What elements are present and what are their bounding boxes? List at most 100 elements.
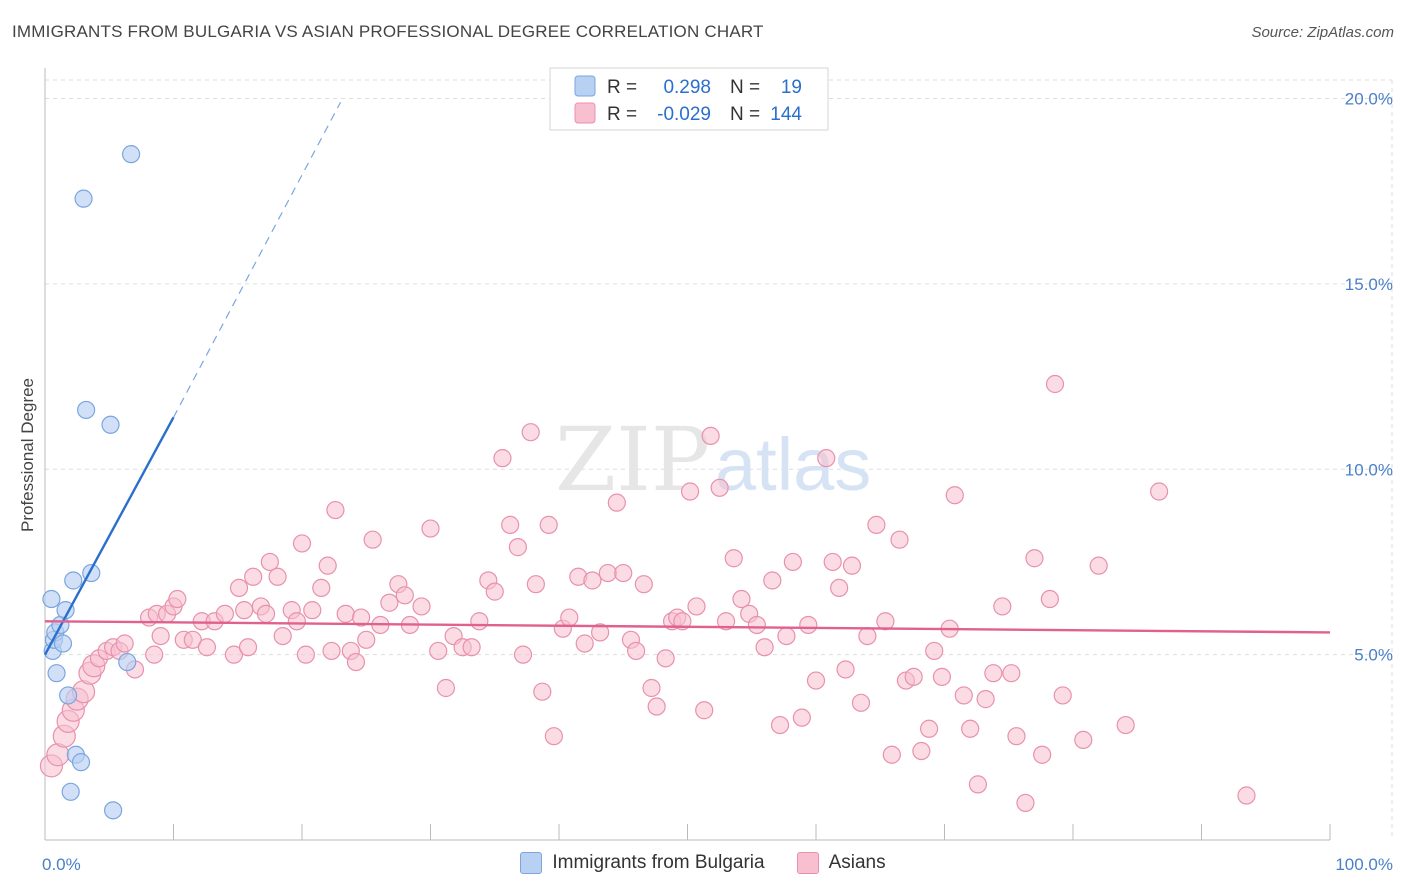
bulgaria-point-18 (118, 652, 137, 672)
asians-point-108 (777, 626, 796, 646)
bulgaria-point-9 (61, 782, 80, 801)
asians-point-52 (363, 530, 382, 549)
asians-point-88 (634, 575, 653, 594)
legend-r-label-1: R = (607, 77, 637, 98)
asians-point-76 (544, 727, 563, 746)
legend-n-value-2: 144 (770, 104, 802, 125)
asians-point-32 (244, 567, 263, 586)
asians-point-84 (607, 493, 626, 512)
source-label: Source: ZipAtlas.com (1251, 24, 1394, 41)
asians-point-69 (501, 515, 520, 534)
asians-point-68 (493, 449, 512, 468)
asians-point-60 (429, 641, 448, 661)
x-tick-label-1: 100.0% (1335, 855, 1393, 874)
asians-point-29 (229, 578, 249, 598)
y-axis-label: Professional Degree (18, 378, 37, 532)
legend-r-value-1: 0.298 (663, 77, 711, 98)
asians-point-131 (945, 486, 964, 505)
asians-point-85 (614, 563, 633, 583)
legend: R = 0.298 N = 19 R = -0.029 N = 144 (549, 67, 829, 131)
asians-point-99 (710, 478, 729, 497)
y-tick-label-3: 20.0% (1345, 90, 1393, 109)
legend-box (549, 67, 829, 131)
asians-point-71 (513, 645, 533, 664)
asians-point-98 (701, 426, 720, 446)
bulgaria-point-4 (47, 664, 66, 683)
asians-point-119 (858, 626, 877, 646)
asians-point-74 (533, 682, 552, 701)
asians-point-115 (830, 578, 849, 598)
asians-point-96 (687, 597, 706, 616)
asians-point-81 (583, 571, 602, 590)
asians-points (39, 374, 1256, 813)
asians-point-120 (867, 515, 886, 534)
asians-point-34 (256, 604, 276, 623)
asians-point-75 (539, 515, 558, 534)
asians-point-45 (322, 641, 341, 661)
asians-point-149 (1149, 482, 1169, 501)
asians-point-122 (882, 745, 901, 764)
bulgaria-point-12 (71, 753, 91, 772)
bottom-legend-item-bulgaria: Immigrants from Bulgaria (520, 852, 765, 874)
asians-point-144 (1045, 374, 1065, 394)
watermark-atlas: atlas (715, 423, 871, 506)
bottom-legend-swatch-blue (520, 852, 543, 874)
asians-point-110 (792, 708, 811, 727)
asians-point-70 (508, 538, 527, 557)
bulgaria-point-14 (77, 400, 96, 420)
asians-point-118 (851, 693, 871, 712)
asians-point-23 (183, 630, 202, 649)
legend-swatch-pink (574, 102, 596, 124)
asians-point-100 (716, 612, 736, 631)
bottom-legend-swatch-pink (796, 852, 819, 874)
bulgaria-points (42, 145, 141, 820)
asians-point-40 (292, 534, 312, 553)
asians-point-105 (755, 638, 774, 657)
asians-point-13 (115, 634, 134, 653)
asians-point-102 (732, 589, 751, 609)
bulgaria-point-6 (53, 634, 73, 653)
asians-point-121 (876, 612, 895, 631)
asians-point-30 (235, 601, 254, 620)
asians-point-107 (770, 715, 790, 735)
asians-point-136 (984, 664, 1003, 683)
asians-point-41 (296, 645, 315, 664)
asians-point-91 (656, 649, 675, 668)
asians-point-72 (521, 423, 540, 442)
asians-point-126 (912, 741, 931, 761)
asians-point-113 (817, 449, 836, 468)
asians-point-138 (1002, 664, 1021, 683)
asians-point-39 (287, 612, 306, 631)
asians-point-31 (238, 638, 258, 657)
axes (44, 68, 1331, 841)
asians-point-101 (724, 549, 743, 568)
asians-point-134 (968, 775, 988, 794)
bulgaria-trend-extension (172, 101, 342, 418)
asians-point-21 (168, 589, 187, 609)
bulgaria-point-10 (64, 571, 83, 590)
asians-point-97 (695, 701, 714, 720)
bulgaria-point-0 (42, 589, 61, 609)
asians-point-133 (961, 719, 980, 738)
bulgaria-point-13 (74, 189, 93, 208)
legend-n-label-2: N = (730, 104, 760, 125)
chart-title: IMMIGRANTS FROM BULGARIA VS ASIAN PROFES… (12, 22, 764, 41)
asians-point-54 (380, 593, 399, 612)
asians-point-87 (626, 641, 646, 661)
bulgaria-trend-line (43, 416, 175, 656)
asians-point-117 (842, 556, 862, 575)
bulgaria-point-19 (121, 145, 141, 164)
asians-point-42 (303, 601, 322, 620)
legend-r-value-2: -0.029 (657, 104, 711, 125)
asians-point-137 (993, 597, 1012, 616)
grid-lines (45, 79, 1393, 840)
asians-point-106 (763, 571, 782, 590)
asians-point-146 (1074, 730, 1093, 750)
asians-point-61 (436, 678, 456, 698)
trend-lines (43, 101, 1331, 656)
asians-point-56 (395, 586, 414, 605)
asians-point-28 (224, 645, 243, 664)
asians-point-129 (932, 667, 952, 686)
asians-point-94 (673, 612, 692, 631)
